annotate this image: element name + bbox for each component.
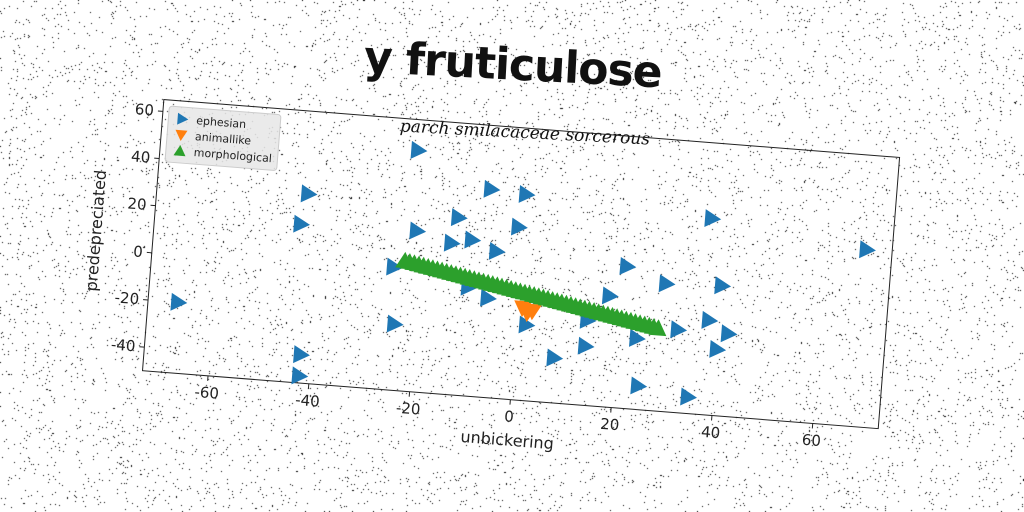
point-ephesian-15 <box>518 315 536 334</box>
y-tick-label-5: 60 <box>134 100 154 119</box>
y-tick-label-4: 40 <box>130 147 150 166</box>
point-ephesian-32 <box>386 257 404 276</box>
x-tick-label-5: 40 <box>700 423 720 442</box>
legend-label-ephesian: ephesian <box>196 114 247 131</box>
legend-marker-animallike <box>175 129 188 141</box>
point-ephesian-30 <box>720 324 738 343</box>
y-axis-ticks: -40 -20 0 20 40 60 <box>110 100 163 356</box>
point-ephesian-23 <box>658 274 676 293</box>
x-axis-ticks: -60 -40 -20 0 20 40 60 <box>194 375 822 450</box>
point-ephesian-3 <box>170 292 188 311</box>
point-ephesian-2 <box>293 214 311 233</box>
point-ephesian-24 <box>670 320 688 339</box>
point-ephesian-11 <box>483 179 501 198</box>
x-axis-label: unbickering <box>460 427 555 453</box>
point-ephesian-22 <box>630 376 648 395</box>
x-tick-label-1: -40 <box>295 391 321 411</box>
point-ephesian-14 <box>518 184 536 203</box>
x-tick-label-3: 0 <box>504 407 515 426</box>
x-tick-label-4: 20 <box>600 415 620 434</box>
x-tick-label-0: -60 <box>194 383 220 403</box>
legend-box <box>164 105 282 171</box>
y-tick-label-1: -20 <box>114 288 140 308</box>
y-axis-label: predepreciated <box>82 169 110 292</box>
point-ephesian-20 <box>619 256 637 275</box>
point-ephesian-28 <box>714 276 732 295</box>
y-tick-label-3: 20 <box>127 194 147 213</box>
point-ephesian-31 <box>859 240 876 259</box>
y-tick-label-2: 0 <box>133 242 144 261</box>
x-tick-label-2: -20 <box>395 399 421 419</box>
point-morphological-55 <box>648 319 667 337</box>
x-tick-label-6: 60 <box>801 431 821 450</box>
point-ephesian-13 <box>510 217 528 236</box>
point-ephesian-0 <box>410 140 428 159</box>
legend-marker-ephesian <box>177 112 189 125</box>
point-ephesian-9 <box>443 233 461 252</box>
point-ephesian-5 <box>291 366 309 385</box>
point-ephesian-12 <box>488 241 506 260</box>
y-tick-label-0: -40 <box>110 336 136 356</box>
point-ephesian-27 <box>701 310 719 329</box>
point-ephesian-4 <box>293 345 310 364</box>
point-ephesian-21 <box>628 328 646 347</box>
point-ephesian-18 <box>577 336 595 355</box>
point-ephesian-10 <box>464 230 482 249</box>
point-animallike-2 <box>524 303 543 321</box>
legend-label-animallike: animallike <box>195 130 252 147</box>
point-ephesian-29 <box>709 339 727 358</box>
point-ephesian-1 <box>300 184 318 203</box>
point-ephesian-8 <box>450 208 468 227</box>
point-ephesian-6 <box>386 314 404 333</box>
point-ephesian-19 <box>601 286 619 305</box>
point-ephesian-34 <box>480 288 497 307</box>
legend-label-morphological: morphological <box>193 146 272 165</box>
point-ephesian-7 <box>409 221 427 240</box>
point-ephesian-16 <box>546 348 564 367</box>
point-ephesian-26 <box>704 209 722 228</box>
point-ephesian-25 <box>680 387 698 406</box>
legend-marker-morphological <box>173 144 186 157</box>
data-marks <box>170 140 876 406</box>
